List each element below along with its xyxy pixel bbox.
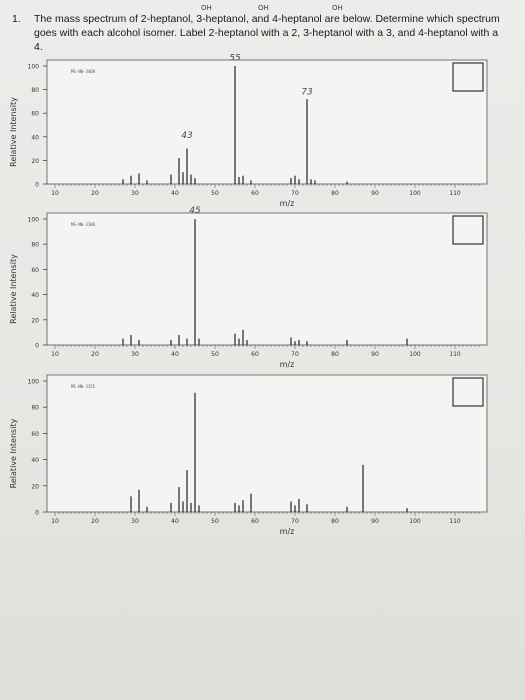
x-tick-label: 40 [171, 518, 179, 525]
x-tick-label: 40 [171, 190, 179, 197]
handwritten-oh-annotation: OH [201, 4, 212, 12]
y-tick-label: 0 [35, 182, 39, 189]
y-tick-label: 20 [31, 158, 39, 165]
question-number: 1. [12, 13, 21, 25]
x-tick-label: 60 [251, 518, 259, 525]
answer-box [452, 215, 484, 245]
x-tick-label: 20 [91, 518, 99, 525]
x-tick-label: 80 [331, 351, 339, 358]
x-tick-label: 70 [291, 351, 299, 358]
x-tick-label: 10 [51, 190, 59, 197]
handwritten-peak-label: 73 [301, 88, 313, 98]
spectrum-id: MS-NW-3408 [71, 69, 96, 74]
y-tick-label: 40 [31, 292, 39, 299]
handwritten-peak-label: 43 [181, 131, 193, 141]
plot-frame [46, 374, 488, 513]
y-tick-label: 80 [31, 242, 39, 249]
x-tick-label: 20 [91, 190, 99, 197]
x-tick-label: 10 [51, 351, 59, 358]
x-tick-label: 110 [449, 518, 461, 525]
y-tick-label: 100 [28, 64, 40, 71]
handwritten-oh-annotation: OH [332, 4, 343, 12]
x-tick-label: 110 [449, 351, 461, 358]
question-text: The mass spectrum of 2-heptanol, 3-hepta… [34, 13, 500, 53]
x-tick-label: 30 [131, 518, 139, 525]
spectrum-chart-1: 0 20 40 60 80 100 10 20 30 40 50 60 70 80 90 100 110 m/z R… [9, 53, 488, 208]
x-axis-label: m/z [280, 527, 295, 536]
x-tick-label: 80 [331, 518, 339, 525]
spectrum-id: MS-NW-3186 [71, 222, 96, 227]
x-axis-label: m/z [280, 360, 295, 369]
x-tick-label: 10 [51, 518, 59, 525]
x-tick-label: 50 [211, 351, 219, 358]
spectrum-id: MS-NW-3155 [71, 384, 96, 389]
y-tick-label: 0 [35, 510, 39, 517]
x-tick-label: 40 [171, 351, 179, 358]
y-tick-label: 60 [31, 267, 39, 274]
y-tick-label: 40 [31, 457, 39, 464]
handwritten-peak-label: 55 [229, 53, 241, 63]
y-tick-label: 20 [31, 483, 39, 490]
x-tick-label: 50 [211, 190, 219, 197]
x-tick-label: 60 [251, 190, 259, 197]
y-tick-label: 80 [31, 405, 39, 412]
handwritten-peak-label: 45 [189, 206, 201, 216]
y-tick-label: 100 [28, 379, 40, 386]
x-tick-label: 30 [131, 190, 139, 197]
x-tick-label: 100 [409, 190, 421, 197]
x-tick-label: 30 [131, 351, 139, 358]
handwritten-oh-annotation: OH [258, 4, 269, 12]
x-tick-label: 80 [331, 190, 339, 197]
y-tick-label: 60 [31, 111, 39, 118]
y-tick-label: 100 [28, 217, 40, 224]
y-axis-label: Relative Intensity [9, 254, 18, 324]
plot-frame [46, 59, 488, 185]
x-tick-label: 50 [211, 518, 219, 525]
x-tick-label: 60 [251, 351, 259, 358]
spectrum-chart-2: 0 20 40 60 80 100 10 20 30 40 50 60 70 80 90 100 110 m/z R… [9, 206, 488, 369]
x-tick-label: 90 [371, 351, 379, 358]
y-tick-label: 20 [31, 317, 39, 324]
answer-box [452, 62, 484, 92]
x-tick-label: 90 [371, 190, 379, 197]
x-axis-label: m/z [280, 199, 295, 208]
y-tick-label: 40 [31, 134, 39, 141]
x-tick-label: 20 [91, 351, 99, 358]
y-tick-label: 60 [31, 431, 39, 438]
spectrum-chart-3: 0 20 40 60 80 100 10 20 30 40 50 60 70 80 90 100 110 m/z R… [9, 374, 488, 536]
x-tick-label: 100 [409, 351, 421, 358]
y-axis-label: Relative Intensity [9, 97, 18, 167]
y-tick-label: 80 [31, 87, 39, 94]
x-tick-label: 90 [371, 518, 379, 525]
y-tick-label: 0 [35, 343, 39, 350]
x-tick-label: 100 [409, 518, 421, 525]
answer-box [452, 377, 484, 407]
plot-frame [46, 212, 488, 346]
x-tick-label: 70 [291, 518, 299, 525]
y-axis-label: Relative Intensity [9, 418, 18, 488]
x-tick-label: 110 [449, 190, 461, 197]
x-tick-label: 70 [291, 190, 299, 197]
